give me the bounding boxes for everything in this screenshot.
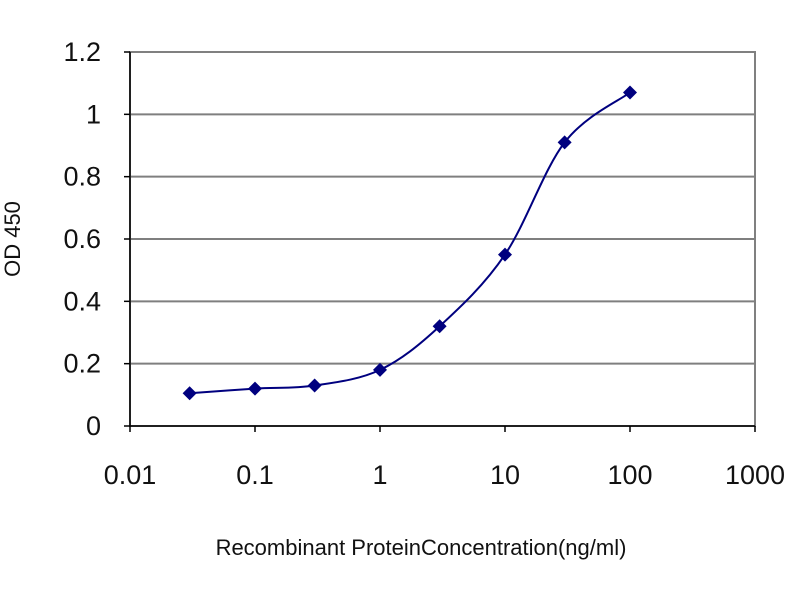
y-tick-label: 0.8 — [63, 162, 101, 192]
data-point — [623, 85, 637, 100]
x-tick-label: 0.01 — [104, 460, 157, 490]
y-tick-label: 1 — [86, 99, 101, 129]
y-tick-label: 0.2 — [63, 349, 101, 379]
data-point — [182, 386, 197, 401]
y-tick-label: 0.6 — [63, 224, 101, 254]
x-tick-label: 1000 — [725, 460, 785, 490]
data-point — [373, 362, 387, 377]
x-tick-labels: 0.01 0.1 1 10 100 1000 — [104, 460, 785, 490]
data-point — [307, 378, 322, 393]
data-point — [248, 381, 262, 396]
x-tick-label: 10 — [490, 460, 520, 490]
y-axis-title: OD 450 — [0, 201, 25, 277]
x-tick-label: 1 — [372, 460, 387, 490]
y-tick-label: 0 — [86, 411, 101, 441]
y-tick-label: 0.4 — [63, 286, 101, 316]
series-layer — [182, 85, 637, 401]
x-tick-label: 0.1 — [236, 460, 274, 490]
x-axis-title: Recombinant ProteinConcentration(ng/ml) — [216, 535, 627, 560]
y-tick-label: 1.2 — [63, 37, 101, 67]
axes — [124, 51, 756, 432]
data-point — [498, 247, 512, 262]
y-tick-labels: 0 0.2 0.4 0.6 0.8 1 1.2 — [63, 37, 101, 441]
gridlines — [130, 113, 755, 365]
data-point — [432, 319, 447, 334]
x-tick-label: 100 — [607, 460, 652, 490]
data-point — [557, 135, 572, 150]
